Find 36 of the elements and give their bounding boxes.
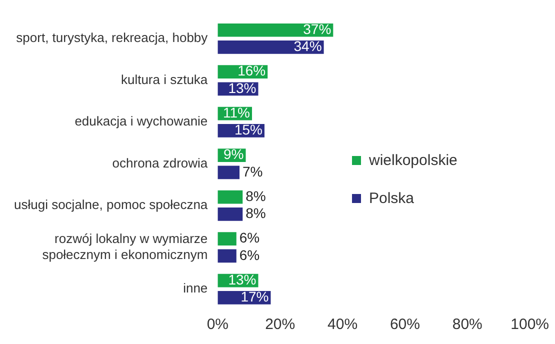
data-label: 6% — [239, 246, 260, 263]
data-label: 17% — [240, 288, 269, 305]
x-tick-label: 40% — [328, 316, 358, 334]
data-label: 13% — [228, 271, 256, 288]
data-label: 15% — [234, 122, 262, 138]
x-tick-label: 0% — [206, 316, 229, 334]
legend-label: wielkopolskie — [369, 152, 458, 168]
bar — [218, 232, 236, 246]
bar — [218, 249, 236, 263]
y-tick-label: ochrona zdrowia — [112, 155, 208, 170]
bar — [218, 166, 240, 180]
data-label: 16% — [238, 62, 266, 79]
x-tick-label: 60% — [390, 316, 420, 334]
data-label: 11% — [223, 104, 250, 120]
y-tick-label: usługi socjalne, pomoc społeczna — [14, 197, 208, 212]
data-label: 6% — [239, 230, 260, 246]
x-tick-label: 20% — [265, 316, 296, 334]
bar — [218, 208, 243, 221]
data-label: 37% — [303, 20, 332, 37]
data-label: 7% — [242, 163, 263, 180]
data-label: 9% — [224, 146, 244, 162]
bar — [218, 23, 334, 37]
data-label: 8% — [246, 188, 266, 204]
y-tick-label: edukacja i wychowanie — [74, 114, 208, 129]
x-tick-label: 100% — [510, 316, 550, 334]
y-tick-label: inne — [183, 280, 208, 296]
data-label: 8% — [246, 205, 266, 222]
y-tick-label: kultura i sztuka — [120, 72, 208, 87]
bar — [218, 40, 324, 54]
data-label: 34% — [294, 38, 322, 54]
data-label: 13% — [228, 80, 256, 96]
y-tick-label: sport, turystyka, rekreacja, hobby — [16, 30, 208, 46]
bar — [218, 190, 243, 204]
x-tick-label: 80% — [452, 316, 482, 334]
y-tick-label: rozwój lokalny w wymiarze społecznym i ekonomicznym — [42, 231, 208, 262]
legend-label: Polska — [369, 190, 414, 206]
